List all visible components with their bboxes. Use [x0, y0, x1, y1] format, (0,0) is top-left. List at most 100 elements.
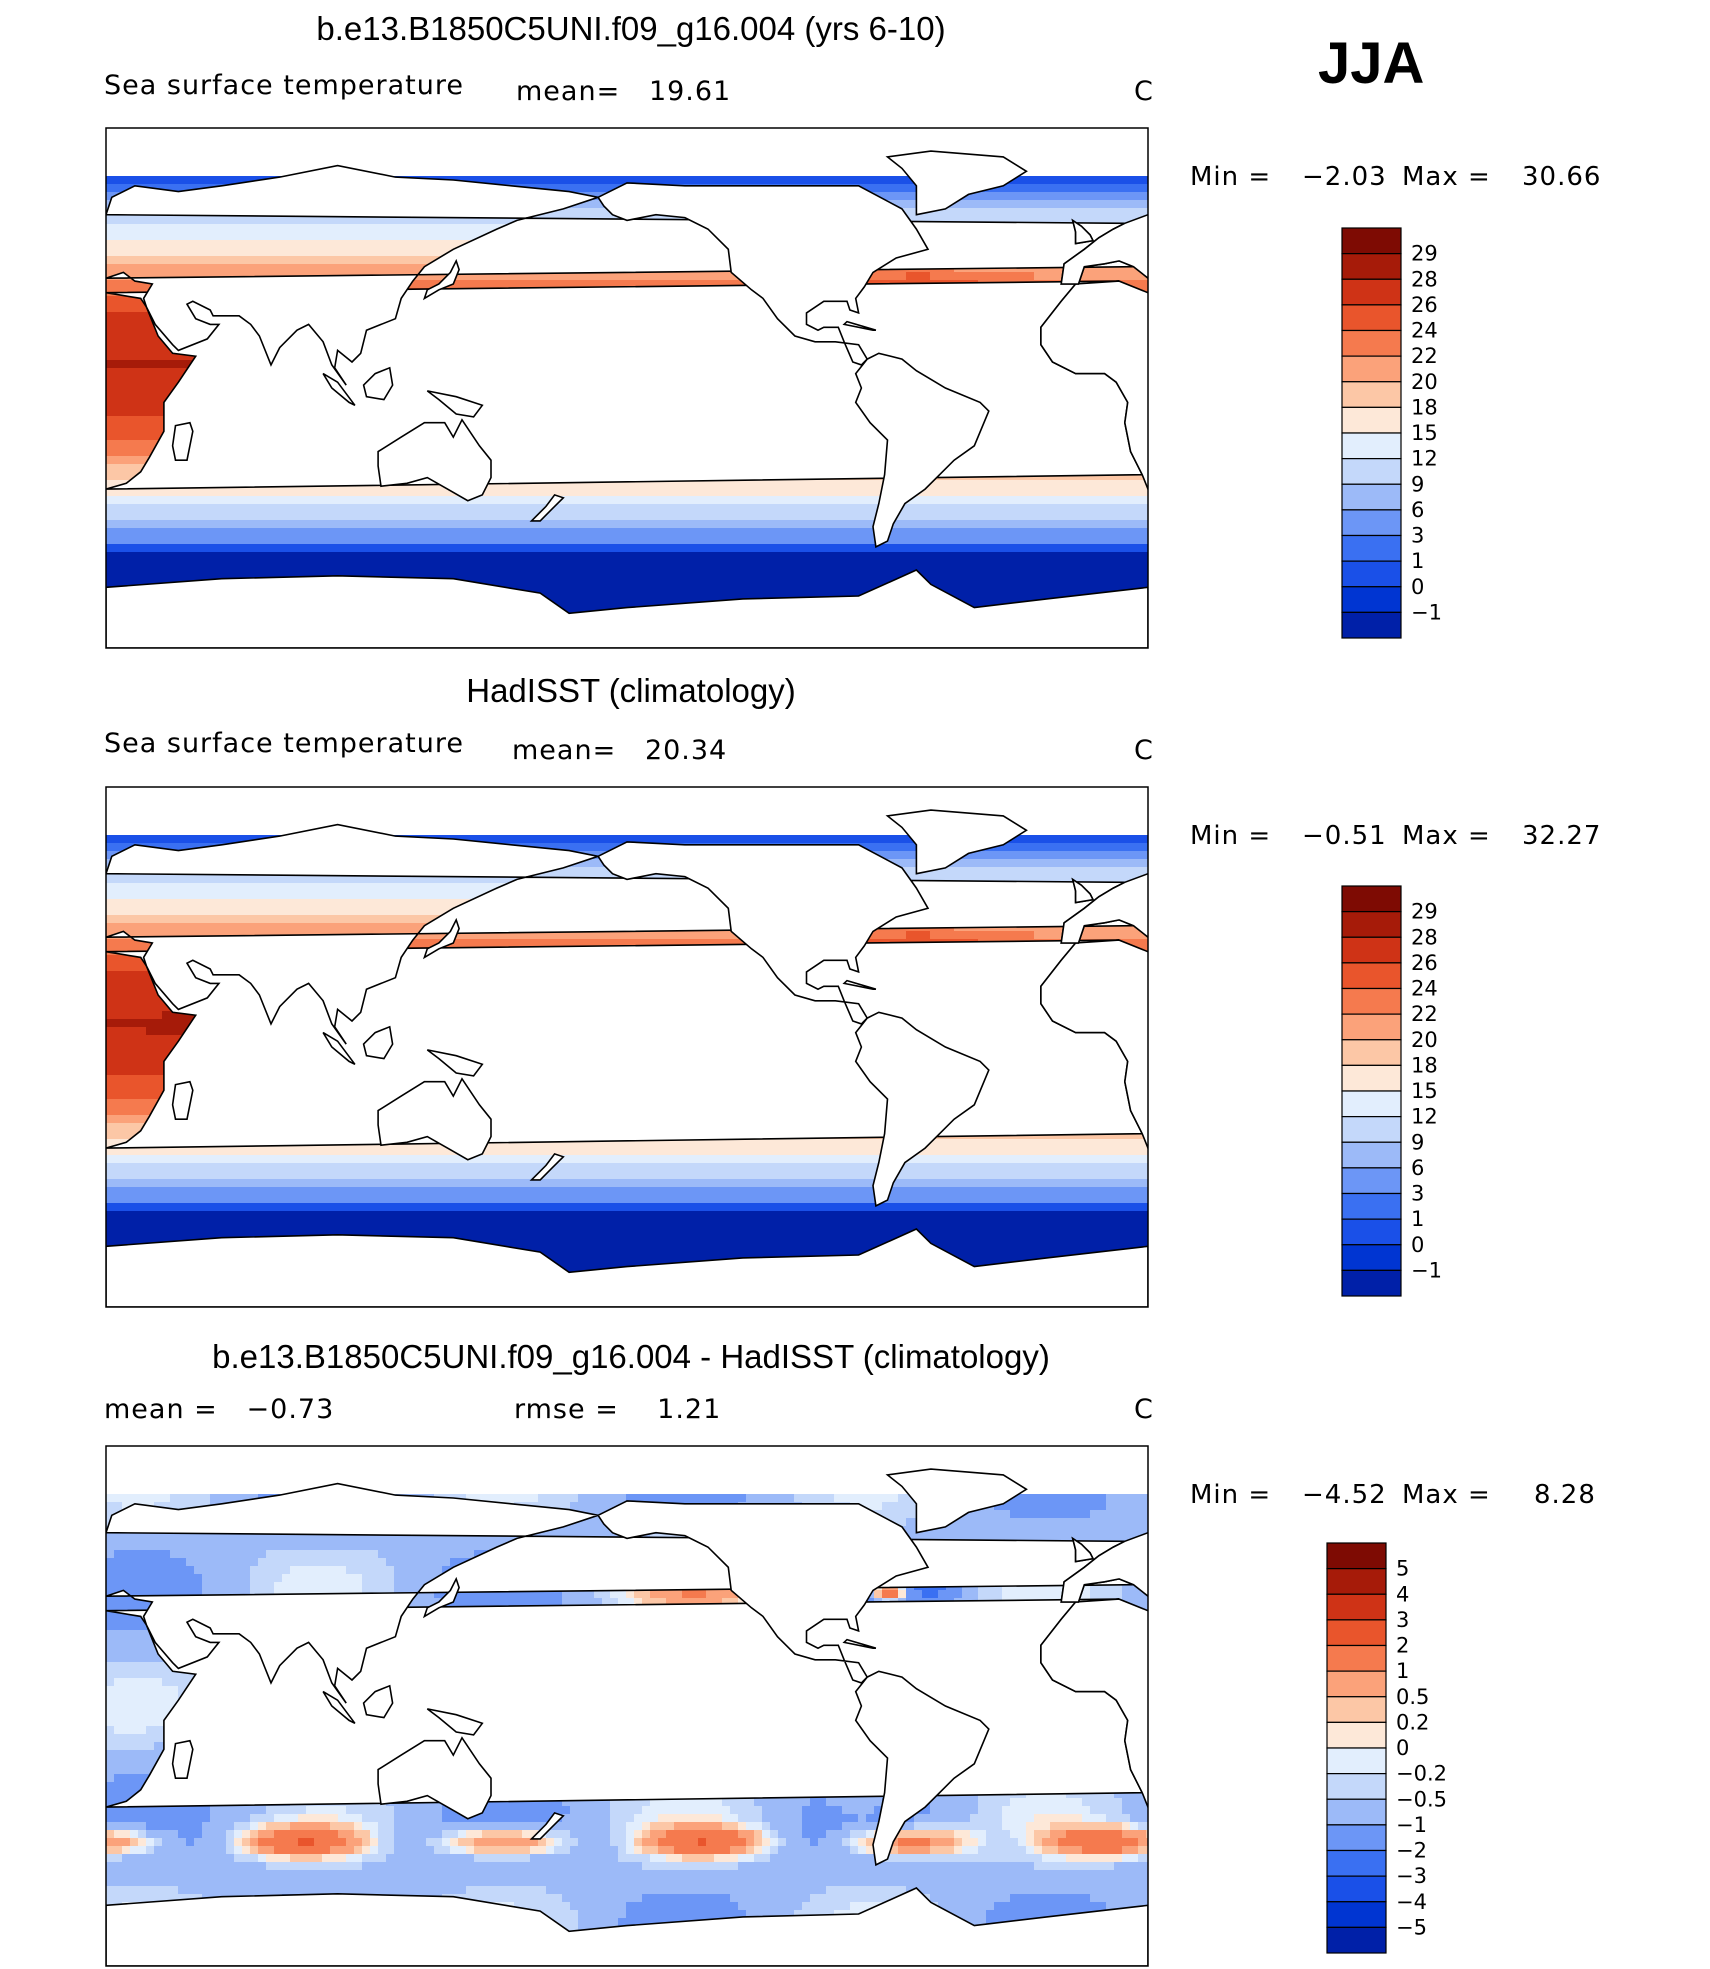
land-sumatra [322, 1690, 356, 1725]
panel-2-variable: Sea surface temperature [104, 728, 464, 759]
colorbar-tick-label: 29 [1411, 242, 1438, 266]
colorbar-swatch [1326, 1849, 1387, 1877]
land-japan [422, 917, 460, 960]
colorbar-tick-label: 15 [1411, 421, 1438, 445]
coastlines-1 [106, 150, 1148, 648]
panel-1-max-label: Max = [1402, 162, 1491, 192]
land-eurasia [1060, 1530, 1148, 1603]
panel-1-min-label: Min = [1190, 162, 1271, 192]
colorbar-swatch [1326, 1593, 1387, 1621]
land-antarctica [106, 569, 1148, 648]
colorbar-tick-label: 1 [1396, 1659, 1409, 1683]
panel-3-units: C [1134, 1394, 1154, 1425]
land-nz [529, 1152, 565, 1181]
colorbar-tick-label: −2 [1396, 1839, 1427, 1863]
colorbar-tick-label: 1 [1411, 549, 1424, 573]
coastlines-3 [106, 1468, 1148, 1966]
colorbar-swatch [1341, 911, 1402, 938]
colorbar-tick-label: −0.2 [1396, 1762, 1447, 1786]
colorbar-swatch [1326, 1926, 1387, 1954]
colorbar-swatch [1326, 1696, 1387, 1723]
colorbar-tick-label: 28 [1411, 267, 1438, 291]
colorbar-tick-label: 0.2 [1396, 1710, 1429, 1734]
colorbar-swatch [1341, 560, 1402, 588]
colorbar-swatch [1341, 509, 1402, 537]
coastlines-2 [106, 809, 1148, 1307]
colorbar-swatch [1341, 1064, 1402, 1092]
colorbar-tick-label: 4 [1396, 1582, 1409, 1606]
panel-2-min-value: −0.51 [1302, 821, 1387, 851]
land-newGuinea [426, 1049, 484, 1077]
panel-1-min-value: −2.03 [1302, 162, 1387, 192]
colorbar-tick-label: 12 [1411, 1105, 1438, 1129]
colorbar-swatch [1326, 1901, 1387, 1928]
panel-3-max-label: Max = [1402, 1480, 1491, 1510]
colorbar-swatch [1341, 304, 1402, 332]
land-sumatra [322, 372, 356, 407]
colorbar-swatch [1341, 355, 1402, 383]
colorbar-swatch [1341, 1269, 1402, 1297]
colorbar-tick-label: −3 [1396, 1864, 1427, 1888]
panel-2-min-label: Min = [1190, 821, 1271, 851]
colorbar-swatch [1326, 1824, 1387, 1852]
land-japan [422, 258, 460, 301]
land-northAmerica [596, 1500, 930, 1684]
colorbar-tick-label: 0.5 [1396, 1685, 1429, 1709]
land-southAmerica [854, 1011, 990, 1208]
land-cuba [842, 979, 877, 990]
colorbar-tick-label: 28 [1411, 925, 1438, 949]
land-madagascar [171, 421, 194, 461]
colorbar-tick-label: 3 [1396, 1608, 1409, 1632]
colorbar-swatch [1326, 1721, 1387, 1749]
colorbar-tick-label: 5 [1396, 1557, 1409, 1581]
land-newGuinea [426, 390, 484, 418]
colorbar-swatch [1341, 1013, 1402, 1041]
colorbar-swatch [1341, 432, 1402, 460]
map-frame-1 [105, 127, 1149, 649]
colorbar-swatch [1341, 329, 1402, 357]
panel-2-max-label: Max = [1402, 821, 1491, 851]
land-japan [422, 1576, 460, 1619]
colorbar-swatch [1341, 458, 1402, 485]
colorbar-tick-label: 18 [1411, 1053, 1438, 1077]
colorbar-tick-label: 20 [1411, 370, 1438, 394]
land-borneo [362, 366, 394, 401]
land-antarctica [106, 1228, 1148, 1307]
land-greenland [885, 809, 1028, 875]
land-eurasia [1060, 212, 1148, 285]
land-eurasia [1060, 871, 1148, 944]
colorbar-tick-label: −4 [1396, 1890, 1427, 1914]
colorbar-tick-label: 3 [1411, 1182, 1424, 1206]
colorbar-swatch [1341, 1039, 1402, 1066]
land-sumatra [322, 1031, 356, 1066]
colorbar-swatch [1341, 1141, 1402, 1169]
colorbar-swatch [1341, 1192, 1402, 1220]
panel-3-rmse: rmse = 1.21 [514, 1394, 721, 1425]
colorbar-swatch [1341, 611, 1402, 639]
land-eurasia [106, 1482, 1134, 1704]
colorbar-tick-label: 1 [1411, 1207, 1424, 1231]
colorbar-swatch [1326, 1773, 1387, 1800]
colorbar-tick-label: 15 [1411, 1079, 1438, 1103]
panel-3-min-label: Min = [1190, 1480, 1271, 1510]
colorbar-tick-label: 26 [1411, 951, 1438, 975]
colorbar-tick-label: 26 [1411, 293, 1438, 317]
colorbar-swatch [1341, 483, 1402, 511]
colorbar-swatch [1341, 1244, 1402, 1271]
colorbar-tick-label: 22 [1411, 344, 1438, 368]
land-eurasia [106, 164, 1134, 386]
land-cuba [842, 320, 877, 331]
colorbar-swatch [1326, 1568, 1387, 1595]
colorbar-swatch [1341, 1167, 1402, 1195]
land-borneo [362, 1025, 394, 1060]
colorbar-tick-label: 22 [1411, 1002, 1438, 1026]
colorbar-swatch [1326, 1798, 1387, 1826]
land-cuba [842, 1638, 877, 1649]
colorbar-swatch [1341, 962, 1402, 990]
panel-1-units: C [1134, 76, 1154, 107]
land-africa [1040, 939, 1148, 1150]
panel-2-max-value: 32.27 [1522, 821, 1601, 851]
colorbar-swatch [1341, 406, 1402, 434]
panel-1-variable: Sea surface temperature [104, 70, 464, 101]
land-southAmerica [854, 1670, 990, 1867]
